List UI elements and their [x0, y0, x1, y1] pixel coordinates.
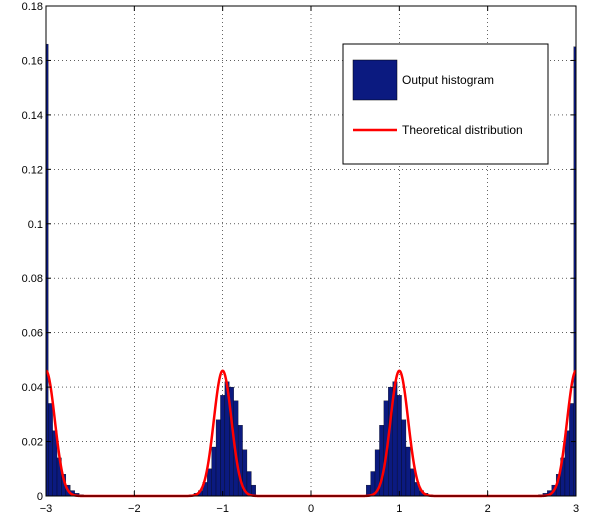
histogram-bar	[396, 395, 402, 497]
histogram-bar	[405, 446, 411, 497]
legend-label-theoretical: Theoretical distribution	[402, 123, 523, 137]
x-tick-label: 2	[485, 503, 491, 515]
y-tick-label: 0.16	[22, 55, 43, 67]
y-tick-label: 0.14	[22, 110, 43, 122]
y-tick-label: 0.18	[22, 1, 43, 13]
y-tick-label: 0.08	[22, 273, 43, 285]
histogram-bar	[48, 403, 53, 497]
y-tick-label: 0.04	[22, 382, 43, 394]
legend-patch-histogram	[352, 59, 398, 101]
x-tick-label: 1	[396, 503, 402, 515]
histogram-bar	[207, 468, 212, 497]
y-tick-label: 0.02	[22, 437, 43, 449]
histogram-bar	[220, 395, 226, 497]
legend: Output histogram Theoretical distributio…	[342, 43, 549, 165]
legend-label-histogram: Output histogram	[402, 73, 494, 87]
y-tick-label: 0.12	[22, 164, 43, 176]
y-tick-label: 0.06	[22, 328, 43, 340]
y-tick-label: 0.1	[28, 219, 43, 231]
x-tick-label: −2	[128, 503, 141, 515]
axis-ticks: −3 −2 −1 0 1 2 3 0 0.02 0.04 0.06 0.08 0.1 0.12 0.14 0.…	[22, 1, 579, 515]
x-tick-label: −1	[216, 503, 229, 515]
x-tick-label: −3	[40, 503, 53, 515]
theoretical-curve	[45, 369, 577, 498]
histogram-bar	[215, 419, 221, 497]
histogram-bar	[569, 403, 574, 497]
histogram-bar	[211, 446, 217, 497]
x-tick-label: 3	[573, 503, 579, 515]
histogram-bar	[410, 468, 415, 497]
y-tick-label: 0	[37, 491, 43, 503]
x-tick-label: 0	[308, 503, 314, 515]
histogram-bar	[401, 419, 407, 497]
